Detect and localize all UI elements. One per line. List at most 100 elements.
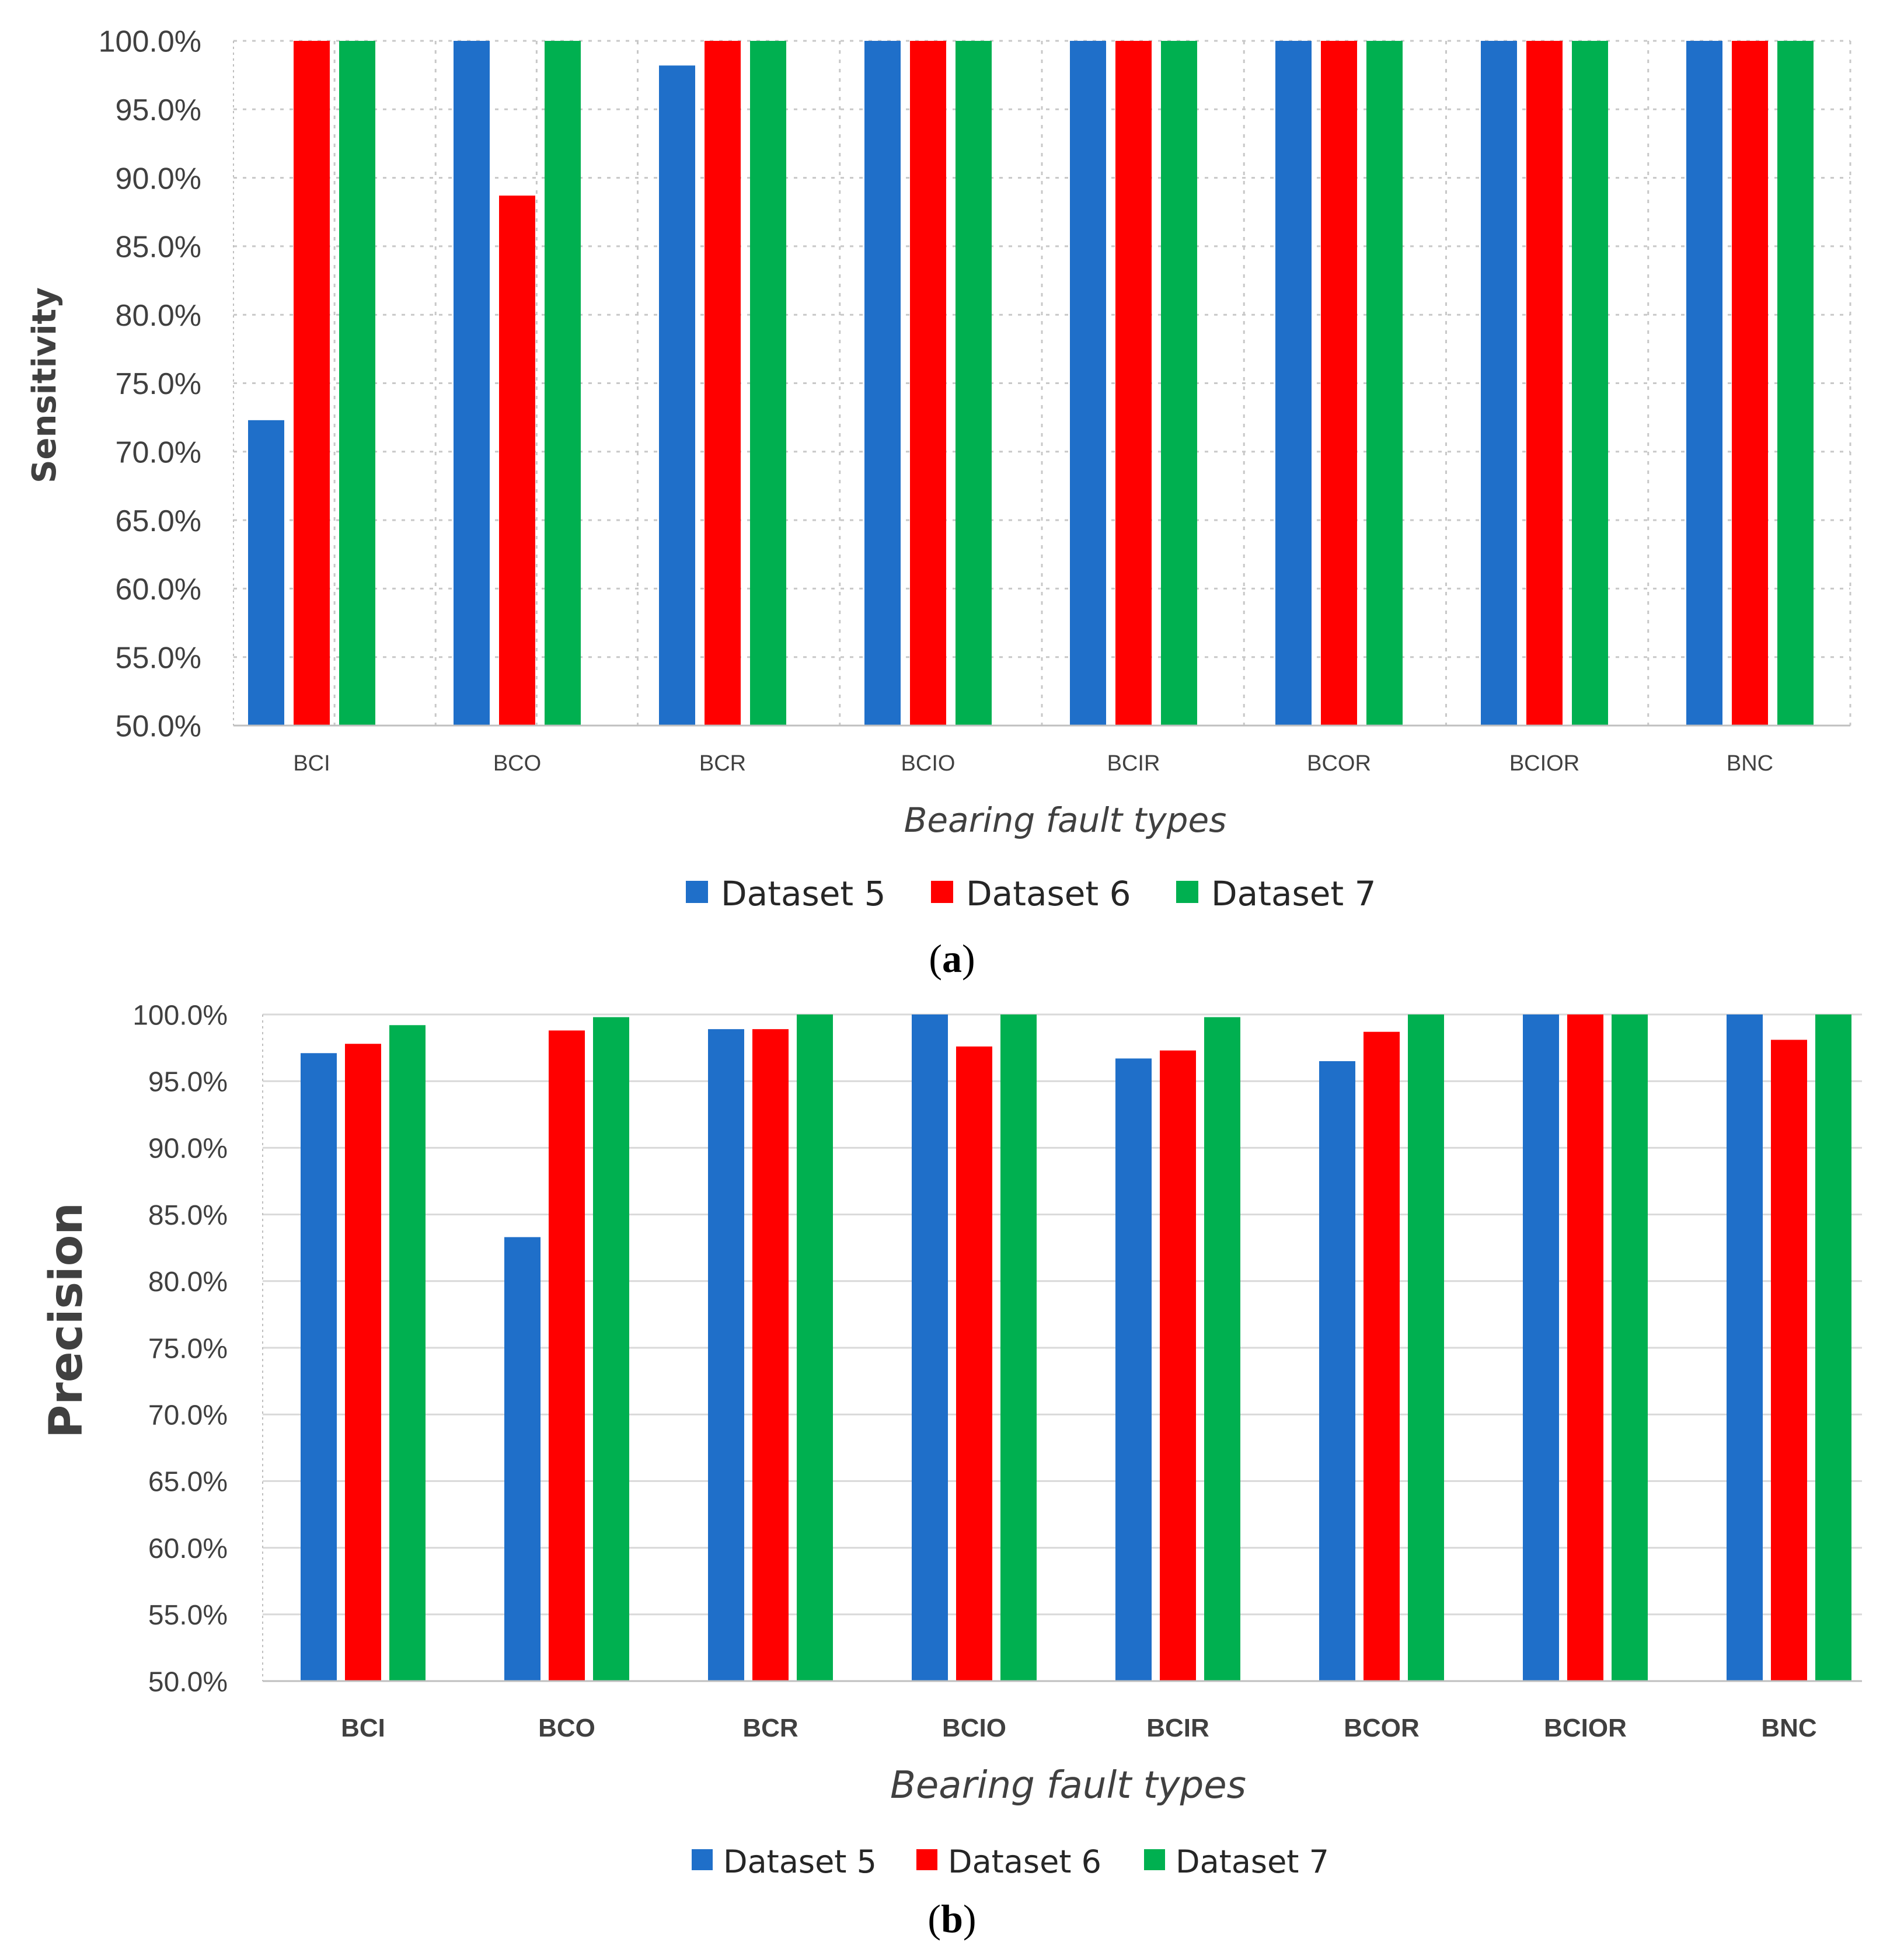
legend-swatch (916, 1849, 937, 1870)
x-tick-label: BNC (1761, 1714, 1816, 1742)
bar-bcr-dataset-6 (752, 1029, 789, 1681)
chart-a-x-ticks: BCI BCO BCR BCIO BCIR BCOR BCIOR BNC (293, 751, 1773, 776)
chart-a-legend: Dataset 5 Dataset 6 Dataset 7 (686, 874, 1376, 914)
x-tick-label: BCOR (1344, 1714, 1420, 1742)
legend-swatch (686, 881, 708, 903)
bar-bcor-dataset-6 (1364, 1031, 1400, 1681)
bar-bcir-dataset-5 (1115, 1058, 1152, 1681)
y-tick-label: 90.0% (116, 162, 201, 196)
bar-bcor-dataset-6 (1321, 41, 1357, 726)
legend-swatch (692, 1849, 713, 1870)
bar-bco-dataset-5 (504, 1237, 540, 1681)
bar-bnc-dataset-6 (1771, 1040, 1807, 1681)
bar-bci-dataset-5 (301, 1053, 337, 1681)
y-tick-label: 55.0% (148, 1600, 228, 1631)
chart-b-y-axis-label: Precision (40, 1202, 93, 1438)
bar-bnc-dataset-5 (1686, 41, 1722, 726)
x-tick-label: BCIO (942, 1714, 1006, 1742)
bar-bco-dataset-7 (593, 1017, 629, 1681)
y-tick-label: 100.0% (99, 25, 201, 59)
x-tick-label: BCIOR (1544, 1714, 1627, 1742)
bar-bcir-dataset-6 (1115, 41, 1152, 726)
bar-bcior-dataset-5 (1481, 41, 1517, 726)
x-tick-label: BCO (493, 751, 541, 776)
bar-bcr-dataset-5 (659, 65, 695, 726)
bar-bnc-dataset-7 (1815, 1014, 1851, 1681)
chart-a-x-axis-label: Bearing fault types (904, 800, 1227, 840)
chart-b-bars (301, 1014, 1851, 1681)
bar-bci-dataset-7 (389, 1025, 426, 1681)
bar-bci-dataset-5 (248, 420, 284, 726)
bar-bcio-dataset-7 (1000, 1014, 1037, 1681)
y-tick-label: 80.0% (116, 299, 201, 333)
x-tick-label: BCIR (1107, 751, 1160, 776)
y-tick-label: 55.0% (116, 641, 201, 675)
legend-label: Dataset 5 (721, 874, 885, 914)
y-tick-label: 65.0% (148, 1467, 228, 1498)
x-tick-label: BCO (538, 1714, 595, 1742)
bar-bcr-dataset-7 (797, 1014, 833, 1681)
bar-bcio-dataset-5 (912, 1014, 948, 1681)
chart-b-caption: (b) (927, 1896, 976, 1941)
y-tick-label: 75.0% (148, 1333, 228, 1364)
bar-bcir-dataset-7 (1204, 1017, 1240, 1681)
y-tick-label: 90.0% (148, 1134, 228, 1164)
chart-a-caption: (a) (929, 936, 975, 981)
bar-bcio-dataset-6 (910, 41, 946, 726)
bar-bnc-dataset-5 (1727, 1014, 1763, 1681)
legend-label: Dataset 5 (723, 1843, 877, 1880)
bar-bcior-dataset-7 (1612, 1014, 1648, 1681)
legend-label: Dataset 7 (1176, 1843, 1329, 1880)
x-tick-label: BCIOR (1509, 751, 1579, 776)
chart-b-legend: Dataset 5 Dataset 6 Dataset 7 (692, 1843, 1329, 1880)
bar-bcor-dataset-7 (1408, 1014, 1444, 1681)
bar-bcor-dataset-5 (1275, 41, 1312, 726)
bar-bcr-dataset-5 (708, 1029, 744, 1681)
chart-a-bars (248, 41, 1814, 726)
y-tick-label: 70.0% (148, 1400, 228, 1431)
bar-bco-dataset-7 (545, 41, 581, 726)
y-tick-label: 85.0% (148, 1200, 228, 1231)
y-tick-label: 50.0% (148, 1666, 228, 1697)
chart-b-y-ticks: 50.0% 55.0% 60.0% 65.0% 70.0% 75.0% 80.0% 85.0%… (132, 1000, 228, 1697)
bar-bcio-dataset-5 (864, 41, 901, 726)
bar-bcior-dataset-6 (1526, 41, 1563, 726)
x-tick-label: BCI (293, 751, 330, 776)
bar-bco-dataset-5 (454, 41, 490, 726)
bar-bcir-dataset-5 (1070, 41, 1106, 726)
bar-bci-dataset-7 (339, 41, 375, 726)
bar-bcior-dataset-7 (1572, 41, 1608, 726)
x-tick-label: BCIO (901, 751, 956, 776)
bar-bcir-dataset-7 (1161, 41, 1197, 726)
y-tick-label: 60.0% (148, 1533, 228, 1564)
chart-a-y-axis-label: Sensitivity (26, 287, 64, 483)
y-tick-label: 60.0% (116, 573, 201, 606)
x-tick-label: BCI (341, 1714, 385, 1742)
chart-b-x-axis-label: Bearing fault types (890, 1764, 1246, 1807)
y-tick-label: 95.0% (116, 93, 201, 127)
chart-a-y-ticks: 50.0% 55.0% 60.0% 65.0% 70.0% 75.0% 80.0% 85.0%… (99, 25, 201, 744)
bar-bcor-dataset-5 (1319, 1061, 1355, 1681)
bar-bcir-dataset-6 (1160, 1050, 1196, 1681)
x-tick-label: BNC (1727, 751, 1773, 776)
bar-bcior-dataset-6 (1567, 1014, 1603, 1681)
bar-bco-dataset-6 (499, 196, 535, 726)
y-tick-label: 100.0% (132, 1000, 228, 1031)
x-tick-label: BCIR (1146, 1714, 1209, 1742)
legend-label: Dataset 7 (1211, 874, 1376, 914)
y-tick-label: 95.0% (148, 1066, 228, 1097)
legend-swatch (1144, 1849, 1165, 1870)
x-tick-label: BCOR (1307, 751, 1371, 776)
y-tick-label: 50.0% (116, 710, 201, 744)
bar-bcr-dataset-6 (705, 41, 741, 726)
chart-b: 50.0% 55.0% 60.0% 65.0% 70.0% 75.0% 80.0% 85.0%… (40, 1000, 1862, 1941)
y-tick-label: 80.0% (148, 1267, 228, 1298)
bar-bnc-dataset-6 (1732, 41, 1768, 726)
bar-bcio-dataset-7 (956, 41, 992, 726)
bar-bci-dataset-6 (294, 41, 330, 726)
bar-bco-dataset-6 (549, 1030, 585, 1681)
x-tick-label: BCR (699, 751, 746, 776)
x-tick-label: BCR (742, 1714, 798, 1742)
chart-a: 50.0% 55.0% 60.0% 65.0% 70.0% 75.0% 80.0% 85.0%… (26, 25, 1851, 981)
